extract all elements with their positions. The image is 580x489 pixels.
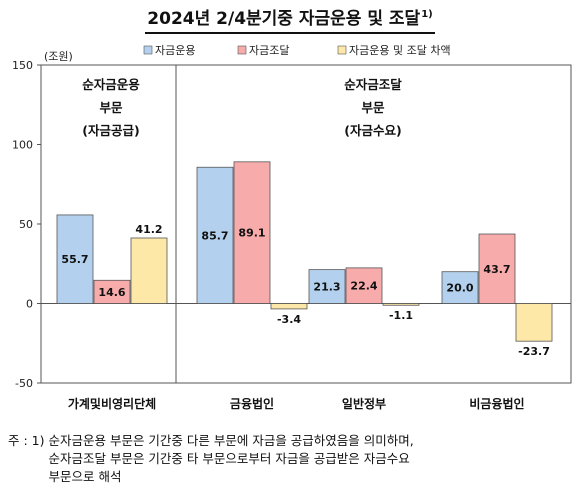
region-annotation: (자금공급) bbox=[82, 123, 139, 138]
bar-net-difference bbox=[515, 303, 553, 342]
region-annotation: 순자금조달 bbox=[344, 77, 402, 92]
bar-funds-use bbox=[56, 214, 94, 304]
bar-funds-use bbox=[308, 269, 346, 304]
data-label: 14.6 bbox=[98, 286, 125, 299]
data-label: 89.1 bbox=[238, 227, 265, 240]
data-label: -3.4 bbox=[277, 313, 301, 326]
x-category-label: 가계및비영리단체 bbox=[68, 396, 156, 411]
legend-swatch bbox=[337, 45, 347, 55]
region-annotation: (자금수요) bbox=[344, 123, 401, 138]
legend-label: 자금조달 bbox=[249, 44, 289, 57]
footnote-prefix: 주 : 1) bbox=[8, 433, 49, 448]
chart-area: -50 0 50 100 150 (조원) 가계및비영리단체 55.7 14.6 41.2 금융법인… bbox=[12, 44, 572, 411]
data-label: 41.2 bbox=[135, 223, 162, 236]
legend-label: 자금운용 bbox=[155, 44, 195, 57]
x-category-label: 일반정부 bbox=[342, 396, 386, 411]
bar-net-difference bbox=[270, 303, 308, 310]
bar-funds-use bbox=[441, 271, 479, 304]
region-annotation: 부문 bbox=[99, 100, 123, 115]
footnote-line: 순자금조달 부문은 기간중 타 부문으로부터 자금을 공급받은 자금수요 bbox=[48, 451, 410, 466]
legend-swatch bbox=[143, 45, 153, 55]
bar-funds-use bbox=[196, 166, 234, 304]
y-tick-label: 0 bbox=[26, 298, 33, 311]
y-tick-label: 150 bbox=[12, 59, 33, 72]
y-tick-label: -50 bbox=[15, 377, 33, 390]
title-footnote-marker: 1) bbox=[421, 9, 433, 21]
data-label: 55.7 bbox=[61, 253, 88, 266]
y-axis-unit: (조원) bbox=[44, 50, 73, 63]
data-label: 20.0 bbox=[446, 282, 473, 295]
bar-funds-raised bbox=[478, 233, 516, 304]
x-category-label: 금융법인 bbox=[230, 396, 274, 411]
bar-net-difference bbox=[130, 237, 168, 304]
footnote-line: 순자금운용 부문은 기간중 다른 부문에 자금을 공급하였음을 의미하며, bbox=[48, 433, 414, 448]
data-label: 85.7 bbox=[201, 229, 228, 242]
bar-funds-raised bbox=[345, 267, 383, 304]
region-annotation: 부문 bbox=[361, 100, 385, 115]
bar-net-difference bbox=[382, 303, 420, 306]
data-label: 21.3 bbox=[313, 281, 340, 294]
data-label: -1.1 bbox=[389, 309, 413, 322]
footnote-line: 부문으로 해석 bbox=[48, 469, 122, 484]
data-label: 43.7 bbox=[483, 263, 510, 276]
legend-label: 자금운용 및 조달 차액 bbox=[349, 44, 451, 57]
legend-swatch bbox=[237, 45, 247, 55]
bar-funds-raised bbox=[233, 161, 271, 304]
chart-title: 2024년 2/4분기중 자금운용 및 조달1) bbox=[0, 4, 580, 34]
footnote: 주 : 1) 순자금운용 부문은 기간중 다른 부문에 자금을 공급하였음을 의… bbox=[8, 432, 574, 486]
region-annotation: 순자금운용 bbox=[82, 77, 140, 92]
bar-funds-raised bbox=[93, 279, 131, 304]
x-category-label: 비금융법인 bbox=[469, 396, 524, 411]
y-tick-label: 100 bbox=[12, 139, 33, 152]
data-label: 22.4 bbox=[350, 280, 377, 293]
chart-title-text: 2024년 2/4분기중 자금운용 및 조달 bbox=[147, 9, 421, 29]
data-label: -23.7 bbox=[518, 345, 550, 358]
y-tick-label: 50 bbox=[19, 218, 33, 231]
